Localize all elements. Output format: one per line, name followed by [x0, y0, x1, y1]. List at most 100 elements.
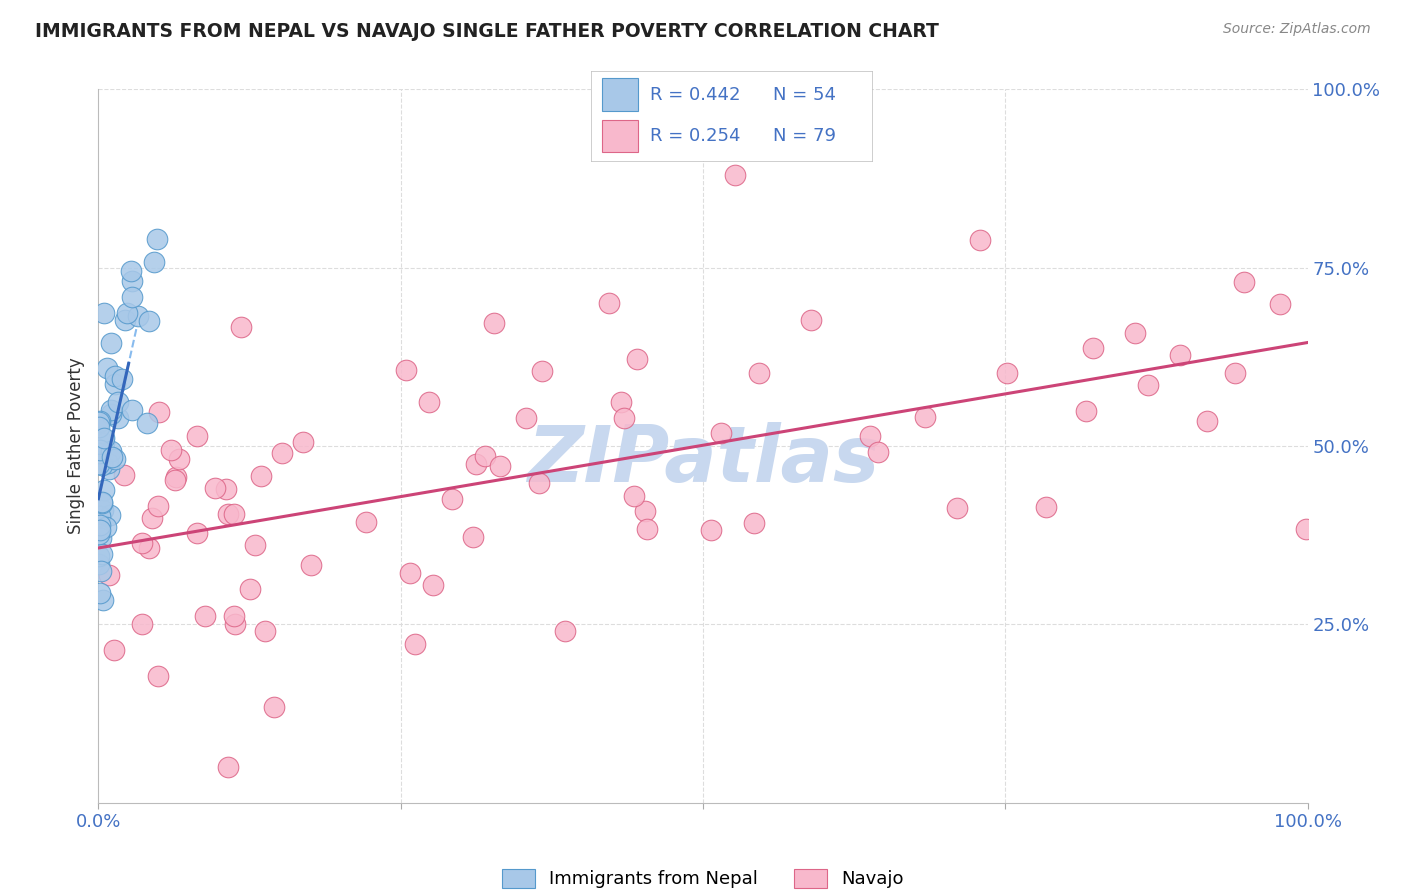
Point: [146, 232, 169, 246]
Point: [131, 536, 153, 550]
Point: [748, 367, 770, 381]
Point: [91, 503, 114, 517]
Point: [474, 450, 496, 464]
Point: [291, 434, 314, 449]
Legend: Immigrants from Nepal, Navajo: Immigrants from Nepal, Navajo: [495, 862, 911, 892]
Point: [100, 335, 122, 350]
Point: [404, 637, 426, 651]
Point: [165, 473, 187, 487]
Point: [1035, 500, 1057, 514]
Point: [623, 489, 645, 503]
Point: [217, 507, 239, 521]
Point: [1223, 367, 1246, 381]
Point: [104, 452, 127, 467]
Point: [103, 643, 125, 657]
Point: [866, 445, 889, 459]
Point: [914, 410, 936, 425]
FancyBboxPatch shape: [602, 120, 638, 152]
Point: [1268, 297, 1291, 311]
Point: [969, 233, 991, 247]
Point: [142, 255, 165, 269]
Point: [742, 516, 765, 530]
Point: [531, 364, 554, 378]
Point: [160, 443, 183, 458]
Point: [89, 523, 111, 537]
Point: [121, 403, 143, 417]
Point: [945, 500, 967, 515]
Point: [1083, 342, 1105, 356]
Point: [89, 585, 111, 599]
Point: [167, 451, 190, 466]
Point: [96, 360, 118, 375]
Point: [146, 669, 169, 683]
Point: [87, 558, 110, 572]
Point: [100, 450, 122, 465]
Point: [1168, 348, 1191, 362]
Point: [465, 457, 488, 471]
Point: [224, 507, 246, 521]
Point: [186, 429, 208, 443]
Point: [723, 169, 745, 183]
Point: [609, 395, 631, 409]
Point: [87, 522, 110, 536]
Point: [1295, 522, 1317, 536]
Text: Source: ZipAtlas.com: Source: ZipAtlas.com: [1223, 22, 1371, 37]
Point: [89, 518, 111, 533]
Point: [93, 431, 115, 445]
Point: [94, 520, 117, 534]
Point: [89, 509, 111, 524]
Point: [97, 568, 120, 582]
Point: [87, 549, 110, 563]
Point: [239, 582, 262, 596]
Point: [461, 530, 484, 544]
Point: [112, 468, 135, 483]
Point: [89, 415, 111, 429]
Point: [263, 700, 285, 714]
Point: [138, 541, 160, 555]
Point: [93, 436, 115, 450]
Point: [1123, 326, 1146, 341]
Point: [148, 405, 170, 419]
Point: [104, 368, 127, 383]
Point: [104, 377, 127, 392]
Point: [93, 483, 115, 497]
Point: [89, 446, 111, 460]
Point: [354, 515, 377, 529]
Point: [90, 564, 112, 578]
Point: [217, 760, 239, 774]
Point: [141, 511, 163, 525]
Point: [488, 458, 510, 473]
Point: [165, 470, 187, 484]
Point: [136, 416, 159, 430]
Point: [89, 414, 111, 428]
Y-axis label: Single Father Poverty: Single Father Poverty: [66, 358, 84, 534]
Point: [146, 499, 169, 513]
Text: R = 0.254: R = 0.254: [650, 127, 740, 145]
Point: [1233, 275, 1256, 289]
Point: [107, 411, 129, 425]
Point: [515, 410, 537, 425]
Point: [100, 508, 122, 522]
Point: [231, 320, 253, 334]
Text: N = 54: N = 54: [773, 86, 837, 103]
Point: [1197, 413, 1219, 427]
Point: [215, 482, 238, 496]
Point: [482, 316, 505, 330]
Point: [634, 504, 657, 518]
Point: [89, 442, 111, 457]
FancyBboxPatch shape: [602, 78, 638, 111]
Point: [100, 407, 122, 421]
Point: [87, 457, 110, 471]
Point: [204, 481, 226, 495]
Point: [91, 547, 114, 561]
Point: [194, 609, 217, 624]
Point: [1074, 403, 1097, 417]
Point: [93, 306, 115, 320]
Point: [554, 624, 576, 639]
Text: IMMIGRANTS FROM NEPAL VS NAVAJO SINGLE FATHER POVERTY CORRELATION CHART: IMMIGRANTS FROM NEPAL VS NAVAJO SINGLE F…: [35, 22, 939, 41]
Point: [127, 310, 149, 324]
Point: [441, 492, 464, 507]
Point: [90, 531, 112, 545]
Point: [107, 395, 129, 409]
Point: [243, 539, 266, 553]
